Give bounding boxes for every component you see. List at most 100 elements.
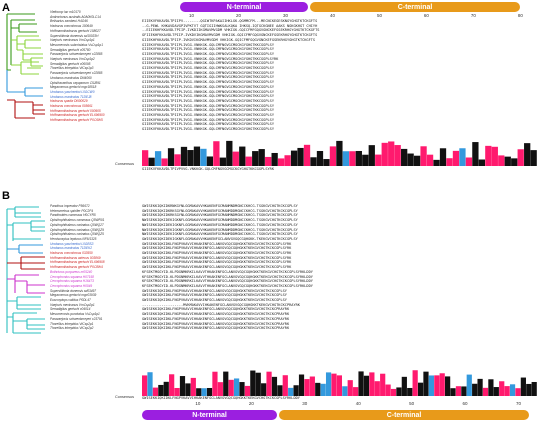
panel-a-ruler: 10 20 30 40 50 60 70 80 [142, 13, 532, 21]
consensus-bar [433, 159, 440, 166]
species-name: Megacormus gertschi mgc03939 [50, 293, 97, 298]
ruler-tick-label: 60 [462, 401, 468, 406]
panel-a-consensus-label: Consensus [115, 162, 134, 166]
sequence-row: KFSEKTMGGYID-KLPDGNMKRKILKAVVTHKAKENFGCL… [142, 269, 313, 274]
panel-a-nterminal-bar: N-terminal [180, 2, 308, 12]
sequence-row: GIIEKVFKKAVDLTPIIPLIVGG-VNKKGK-GQLCMFNGV… [142, 117, 274, 122]
species-name: Paravaejovis schwenkmeyeri c22885 [50, 71, 103, 76]
consensus-bar [374, 381, 380, 396]
sequence-row: GIIEKVFKKAVDLTPIIPLIVGG-VNKKGK-GQLCMFNGV… [142, 66, 274, 71]
panel-b-sequences: GWISEKKIQKIDKRNKGYNLGGMAKAVVHKAKENFGCMAN… [142, 204, 537, 339]
consensus-bar [288, 387, 294, 396]
species-name: Hemiscorpius lepturus NF6I1325 [50, 236, 97, 241]
consensus-bar [478, 159, 485, 166]
consensus-bar [228, 379, 234, 396]
consensus-bar [504, 386, 510, 396]
sequence-row: GWISEKKIQKIDKLFNGPVKAVVIHKAKENFGCLANVGVG… [142, 288, 287, 293]
species-name: Mesomexovis punctatus VsCsp1p1 [50, 312, 100, 317]
consensus-bar [271, 152, 278, 166]
consensus-bar [504, 156, 511, 166]
species-name: Serradigitus gertschi c05780 [50, 47, 91, 52]
species-name: Paravaejovis schwenkmeyeri c23791 [50, 316, 103, 321]
consensus-bar [465, 157, 473, 166]
consensus-bar [413, 155, 421, 166]
consensus-bar [517, 149, 524, 166]
consensus-bar [309, 376, 315, 396]
consensus-bar [461, 386, 467, 396]
species-name: Bothriurus purpureus m05240 [50, 269, 93, 274]
consensus-bar [271, 376, 278, 396]
consensus-bar [336, 140, 343, 166]
consensus-bar [369, 372, 375, 396]
ruler-tick-label: 10 [195, 401, 201, 406]
species-name: Thorellius intrepidus VtCsp2p1 [50, 321, 94, 326]
consensus-bar [368, 145, 375, 166]
consensus-bar [163, 381, 169, 396]
consensus-bar [428, 375, 434, 396]
consensus-bar [315, 382, 321, 396]
species-name: Urodacus manicatus T1DEJ8 [50, 94, 92, 99]
species-name: Hoffmannihadrurus gertschi 000905 [50, 108, 101, 113]
consensus-bar [520, 377, 526, 396]
consensus-bar [482, 387, 489, 396]
consensus-bar [200, 148, 207, 166]
consensus-bar [524, 143, 531, 166]
sequence-row: GWISEKKIQKIDKLFNGPVKAVVIHKAKENFGCLANVGVG… [142, 298, 287, 303]
consensus-bar [232, 151, 239, 166]
panel-b-phylogenetic-tree [6, 206, 45, 334]
consensus-bar [401, 148, 408, 166]
sequence-row: GWISEKKIQKIDKLFNGPVKAVVIHKAKENFGCLANVGVG… [142, 316, 290, 321]
consensus-bar [206, 387, 213, 396]
sequence-row: --G-PEWL KHKAVDAVGPIVPKTVT GQTIGIIHWKSAL… [142, 23, 318, 28]
panel-b-ruler: 10 20 30 40 50 60 70 [142, 401, 532, 409]
species-name: Superstitionia donensis sd03497 [50, 288, 97, 293]
species-name: Cercophonius squama H0049 [50, 283, 93, 288]
species-name: Urodacus manicatus DN4060 [50, 75, 92, 80]
species-name: Opisthophthalmus carinatus Q5WQ27 [50, 222, 104, 227]
species-name: Mesomexovis subcristatus VsCsp1p1 [50, 42, 103, 47]
sequence-row: GIIEKVFKKAVDLTPIIPLIVGG-VNKKGK-GQLCMFNGV… [142, 47, 274, 52]
consensus-bar [450, 388, 456, 396]
sequence-row: GIIEKVFKKAVDLTPIIPLIVGG-VNKKGK-GQLCMFNGV… [142, 51, 274, 56]
consensus-bar [245, 156, 252, 166]
species-name: Hoffmannihadrurus gertschi 108027 [50, 28, 101, 33]
consensus-bar [459, 148, 466, 166]
sequence-row: NWISEKKIQKIDEKIGKNFLGGMAKAVVHKAKENFGCMAN… [142, 218, 298, 223]
ruler-tick-label: 40 [329, 13, 335, 18]
consensus-bar [158, 384, 164, 396]
sequence-row: GIIEKVFKKAVDLTPIIPLIVGG-VNKKGK-GQLCMFNGV… [142, 84, 274, 89]
consensus-bar [293, 385, 299, 396]
consensus-bar [185, 383, 191, 396]
ruler-tick-label: 50 [409, 401, 415, 406]
consensus-bar [290, 150, 298, 166]
sequence-row: GWISEKKIQKIDKLFNGPVKAVVIHKAKENFGCLANVGVG… [142, 321, 290, 326]
species-name: Hadrurus concolorous 005661 [50, 104, 93, 109]
consensus-bar [147, 372, 153, 396]
consensus-bar [239, 146, 246, 166]
consensus-bar [353, 387, 359, 396]
species-name: Heterometrus spinifer P0C2F4 [50, 208, 94, 213]
species-name: Hadrurus concolorous 100649 [50, 24, 93, 29]
consensus-bar [445, 376, 451, 396]
consensus-bar [226, 140, 233, 166]
sequence-row: EIIEKVFKKAVDLTPIIPV--------QGIWTKPAKAIIH… [142, 19, 318, 23]
species-name: Opisthophthalmus carinatus Q5WQZ9 [50, 227, 104, 232]
species-name: Cercophonius squama H16473 [50, 279, 94, 284]
species-name: Thorellius intrepidus VtCsp1p3 [50, 66, 94, 71]
sequence-row: GWISEKKIQKIDKLFNGPVKAVVIHKAKENFGCLANVGVG… [142, 241, 292, 246]
sequence-row: GFIIEKHFKKAVDLTPIIP-IVKDVIKGMAVMVGDM VHK… [142, 33, 318, 38]
consensus-bar [223, 371, 229, 396]
sequence-row: GWISEKKIQKIDKRNKGYNLGGMAKAVVHKAKENFGCMAN… [142, 204, 298, 208]
consensus-bar [152, 387, 159, 396]
sequence-row: GIIEKVFKKAVDLTPIIPLIVGG-VNKKGK-GQLCMFNGV… [142, 103, 274, 108]
sequence-row: GWISEKKIQKIDKLFNGPVKAVVIHKAKENFGCLANVGVG… [142, 307, 290, 312]
species-name: Androctonus australis A0A0K0LC14 [50, 14, 101, 19]
ruler-tick-label: 70 [515, 401, 521, 406]
ruler-tick-label: 50 [376, 13, 382, 18]
species-name: Vaejovis mexicanus VmCsp2p1 [50, 302, 95, 307]
consensus-bar [284, 155, 291, 166]
species-name: Hoffmannihadrurus aztecus 003869 [50, 255, 101, 260]
consensus-bar [385, 384, 391, 396]
consensus-bar [511, 158, 518, 166]
consensus-bar [434, 375, 440, 396]
